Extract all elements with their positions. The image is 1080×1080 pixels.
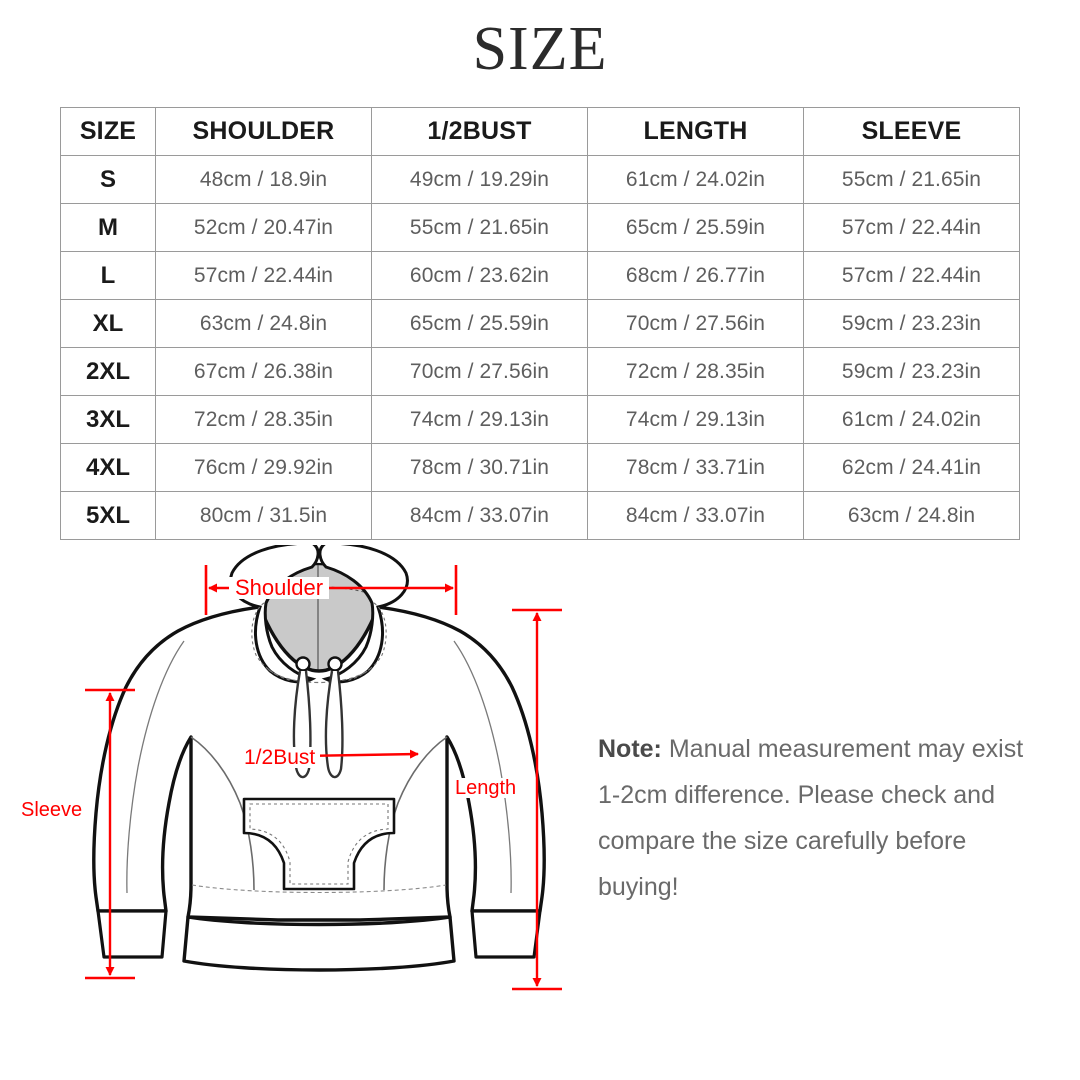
cell-size: M bbox=[60, 203, 156, 252]
pocket-stitch bbox=[249, 803, 389, 885]
table-row: M 52cm / 20.47in 55cm / 21.65in 65cm / 2… bbox=[60, 203, 1020, 252]
note-block: Note: Manual measurement may exist 1-2cm… bbox=[598, 726, 1030, 910]
cell-sleeve: 59cm / 23.23in bbox=[803, 299, 1020, 348]
table-row: 5XL 80cm / 31.5in 84cm / 33.07in 84cm / … bbox=[60, 491, 1020, 540]
cell-shoulder: 72cm / 28.35in bbox=[155, 395, 372, 444]
cell-halfbust: 60cm / 23.62in bbox=[371, 251, 588, 300]
size-chart-container: SIZE SHOULDER 1/2BUST LENGTH SLEEVE S 48… bbox=[60, 107, 1020, 540]
cell-length: 65cm / 25.59in bbox=[587, 203, 804, 252]
cell-halfbust: 78cm / 30.71in bbox=[371, 443, 588, 492]
cell-size: S bbox=[60, 155, 156, 204]
eyelet-left bbox=[295, 656, 311, 672]
measurement-label-halfbust: 1/2Bust bbox=[239, 747, 321, 768]
measurement-label-sleeve: Sleeve bbox=[19, 799, 85, 821]
size-chart-table: SIZE SHOULDER 1/2BUST LENGTH SLEEVE S 48… bbox=[60, 107, 1020, 540]
hood-left-stitch bbox=[251, 602, 293, 682]
column-header-shoulder: SHOULDER bbox=[155, 107, 372, 156]
measurement-label-length: Length bbox=[453, 777, 519, 799]
annotation-length-group bbox=[512, 608, 562, 991]
page-title: SIZE bbox=[472, 15, 608, 83]
cell-sleeve: 57cm / 22.44in bbox=[803, 251, 1020, 300]
note-label: Note: bbox=[598, 735, 662, 763]
column-header-length: LENGTH bbox=[587, 107, 804, 156]
left-shoulder-seam bbox=[190, 736, 255, 891]
right-sleeve-fold bbox=[453, 640, 512, 894]
column-header-size: SIZE bbox=[60, 107, 156, 156]
hood-right-stitch bbox=[345, 602, 387, 682]
bottom-hem-stitch bbox=[191, 884, 447, 894]
table-row: 2XL 67cm / 26.38in 70cm / 27.56in 72cm /… bbox=[60, 347, 1020, 396]
cell-sleeve: 63cm / 24.8in bbox=[803, 491, 1020, 540]
table-row: 4XL 76cm / 29.92in 78cm / 30.71in 78cm /… bbox=[60, 443, 1020, 492]
cell-length: 61cm / 24.02in bbox=[587, 155, 804, 204]
cell-length: 74cm / 29.13in bbox=[587, 395, 804, 444]
cell-halfbust: 70cm / 27.56in bbox=[371, 347, 588, 396]
cell-halfbust: 84cm / 33.07in bbox=[371, 491, 588, 540]
cell-shoulder: 48cm / 18.9in bbox=[155, 155, 372, 204]
table-row: L 57cm / 22.44in 60cm / 23.62in 68cm / 2… bbox=[60, 251, 1020, 300]
cell-size: 4XL bbox=[60, 443, 156, 492]
cell-sleeve: 55cm / 21.65in bbox=[803, 155, 1020, 204]
column-header-sleeve: SLEEVE bbox=[803, 107, 1020, 156]
cell-size: 2XL bbox=[60, 347, 156, 396]
cell-sleeve: 61cm / 24.02in bbox=[803, 395, 1020, 444]
cell-shoulder: 80cm / 31.5in bbox=[155, 491, 372, 540]
measurement-label-shoulder: Shoulder bbox=[229, 577, 330, 599]
cell-sleeve: 62cm / 24.41in bbox=[803, 443, 1020, 492]
bottom-hem-band bbox=[182, 915, 456, 972]
right-shoulder-seam bbox=[383, 736, 448, 891]
note-text: Manual measurement may exist 1-2cm diffe… bbox=[598, 735, 1024, 901]
measurement-diagram: Shoulder 1/2Bust Sleeve Length bbox=[0, 545, 1080, 1015]
cell-size: L bbox=[60, 251, 156, 300]
cell-sleeve: 57cm / 22.44in bbox=[803, 203, 1020, 252]
cell-shoulder: 63cm / 24.8in bbox=[155, 299, 372, 348]
cell-length: 72cm / 28.35in bbox=[587, 347, 804, 396]
table-row: XL 63cm / 24.8in 65cm / 25.59in 70cm / 2… bbox=[60, 299, 1020, 348]
cell-sleeve: 59cm / 23.23in bbox=[803, 347, 1020, 396]
table-row: 3XL 72cm / 28.35in 74cm / 29.13in 74cm /… bbox=[60, 395, 1020, 444]
left-cuff bbox=[96, 909, 168, 959]
cell-halfbust: 65cm / 25.59in bbox=[371, 299, 588, 348]
cell-size: 5XL bbox=[60, 491, 156, 540]
cell-shoulder: 57cm / 22.44in bbox=[155, 251, 372, 300]
neckband bbox=[267, 668, 371, 683]
drawstring-right bbox=[324, 670, 344, 779]
cell-halfbust: 74cm / 29.13in bbox=[371, 395, 588, 444]
cell-size: 3XL bbox=[60, 395, 156, 444]
cell-halfbust: 55cm / 21.65in bbox=[371, 203, 588, 252]
cell-length: 68cm / 26.77in bbox=[587, 251, 804, 300]
cell-length: 78cm / 33.71in bbox=[587, 443, 804, 492]
table-header-row: SIZE SHOULDER 1/2BUST LENGTH SLEEVE bbox=[60, 107, 1020, 156]
column-header-halfbust: 1/2BUST bbox=[371, 107, 588, 156]
cell-length: 70cm / 27.56in bbox=[587, 299, 804, 348]
cell-size: XL bbox=[60, 299, 156, 348]
table-row: S 48cm / 18.9in 49cm / 19.29in 61cm / 24… bbox=[60, 155, 1020, 204]
right-cuff bbox=[470, 909, 542, 959]
kangaroo-pocket bbox=[242, 797, 396, 891]
annotation-sleeve-group bbox=[85, 688, 135, 980]
eyelet-right bbox=[327, 656, 343, 672]
cell-length: 84cm / 33.07in bbox=[587, 491, 804, 540]
hood-right-panel bbox=[318, 545, 409, 684]
cell-shoulder: 76cm / 29.92in bbox=[155, 443, 372, 492]
cell-shoulder: 67cm / 26.38in bbox=[155, 347, 372, 396]
cell-shoulder: 52cm / 20.47in bbox=[155, 203, 372, 252]
left-sleeve-fold bbox=[126, 640, 185, 894]
cell-halfbust: 49cm / 19.29in bbox=[371, 155, 588, 204]
